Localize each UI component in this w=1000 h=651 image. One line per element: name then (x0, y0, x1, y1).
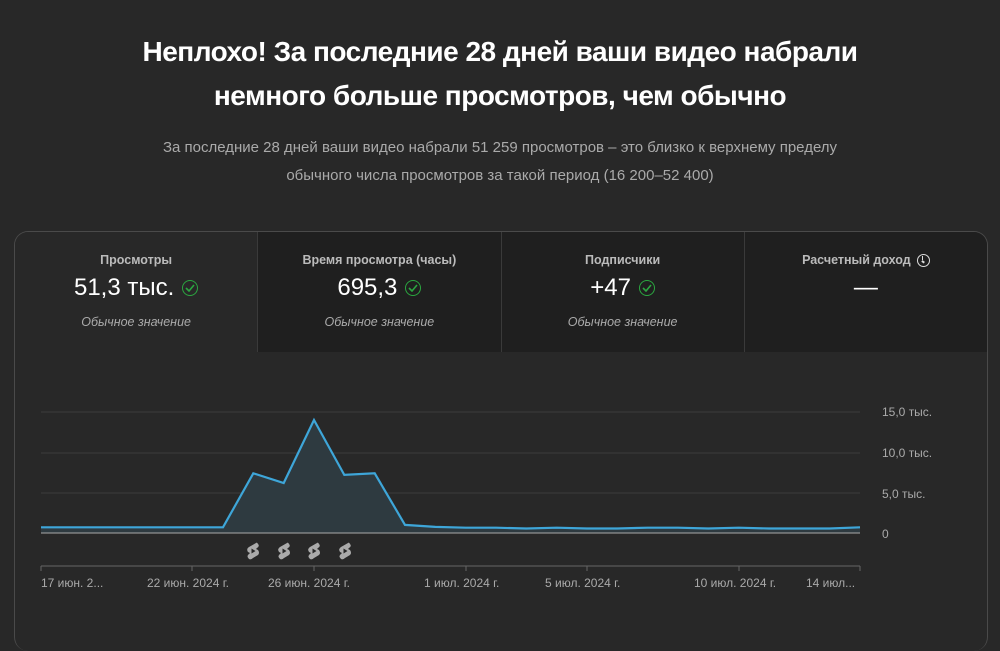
tab-title: Просмотры (100, 253, 173, 267)
tab-note: Обычное значение (81, 315, 191, 329)
tab-value: +47 (590, 274, 631, 301)
tab-views[interactable]: Просмотры 51,3 тыс. Обычное значение (15, 232, 258, 352)
tab-watch-time[interactable]: Время просмотра (часы) 695,3 Обычное зна… (257, 232, 501, 352)
summary-line-2: обычного числа просмотров за такой перио… (286, 167, 714, 184)
check-circle-icon (638, 280, 655, 296)
clock-icon (916, 253, 930, 267)
check-circle-icon (405, 280, 422, 296)
headline-line-1: Неплохо! За последние 28 дней ваши видео… (142, 36, 859, 67)
tab-value: 51,3 тыс. (73, 274, 175, 301)
analytics-card: Просмотры 51,3 тыс. Обычное значение Вре… (14, 231, 988, 651)
tab-subscribers[interactable]: Подписчики +47 Обычное значение (500, 232, 744, 352)
check-circle-icon (182, 280, 199, 296)
tab-note: Обычное значение (324, 315, 435, 329)
tab-note: Обычное значение (567, 315, 678, 329)
tab-title: Расчетный доход (802, 253, 911, 267)
tab-title: Время просмотра (часы) (302, 253, 457, 267)
tab-value: — (853, 274, 878, 301)
headline-line-2: немного больше просмотров, чем обычно (213, 80, 787, 111)
summary-line-1: За последние 28 дней ваши видео набрали … (162, 139, 838, 156)
metric-tabs: Просмотры 51,3 тыс. Обычное значение Вре… (15, 232, 987, 352)
summary-text: За последние 28 дней ваши видео набрали … (100, 134, 900, 190)
headline: Неплохо! За последние 28 дней ваши видео… (0, 30, 1000, 118)
tab-revenue[interactable]: Расчетный доход — (743, 232, 987, 352)
tab-title: Подписчики (585, 253, 661, 267)
tab-value: 695,3 (337, 274, 398, 301)
